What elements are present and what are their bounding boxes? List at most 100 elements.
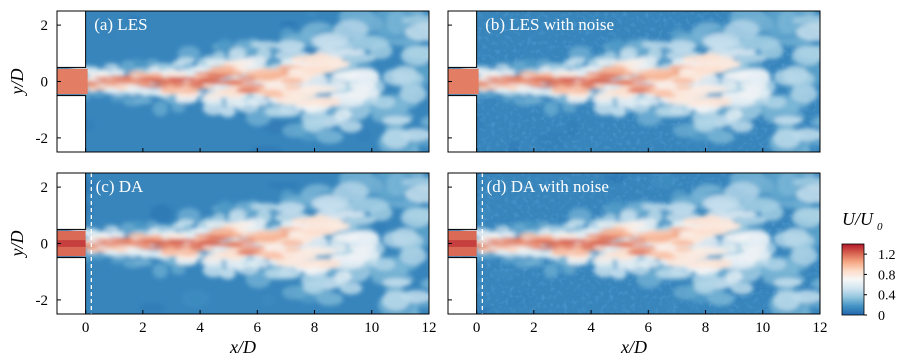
jet-eddy (335, 108, 352, 121)
jet-eddy (692, 86, 729, 94)
jet-eddy (500, 238, 518, 241)
jet-eddy (747, 69, 771, 86)
jet-eddy (562, 60, 576, 69)
velocity-field (57, 173, 429, 314)
jet-eddy (336, 210, 366, 218)
jet-eddy (611, 106, 627, 117)
jet-eddy (669, 65, 685, 69)
jet-eddy (773, 116, 803, 125)
jet-eddy (736, 53, 767, 63)
colorbar-tick-label: 1.2 (878, 248, 896, 263)
jet-eddy (345, 215, 376, 225)
jet-eddy (674, 247, 692, 253)
jet-eddy (356, 69, 380, 86)
jet-eddy (782, 65, 809, 85)
jet-eddy (194, 71, 223, 76)
jet-eddy (484, 77, 501, 80)
jet-eddy (165, 71, 187, 77)
jet-eddy (194, 233, 223, 238)
jet-eddy (630, 245, 657, 249)
jet-eddy (615, 261, 638, 270)
jet-eddy (246, 258, 269, 269)
jet-eddy (333, 20, 369, 40)
ambient-blotch (267, 181, 300, 190)
jet-eddy (562, 103, 577, 113)
jet-eddy (693, 280, 716, 294)
jet-eddy (611, 268, 627, 279)
jet-eddy (171, 103, 186, 113)
jet-eddy (593, 254, 616, 262)
jet-eddy (132, 244, 144, 247)
ambient-blotch (261, 294, 276, 306)
jet-eddy (301, 86, 338, 94)
inflow-core (57, 240, 86, 247)
jet-eddy (224, 261, 247, 270)
nozzle-wall-upper (448, 173, 478, 230)
jet-eddy (120, 60, 136, 72)
jet-eddy (333, 182, 369, 202)
jet-eddy (103, 85, 119, 87)
jet-eddy (580, 227, 597, 234)
jet-eddy (235, 88, 259, 93)
ambient-blotch (279, 20, 298, 29)
jet-eddy (562, 222, 576, 231)
jet-eddy (543, 101, 559, 117)
jet-plume (460, 11, 820, 152)
jet-eddy (372, 95, 396, 109)
jet-eddy (620, 59, 645, 66)
jet-eddy (165, 233, 187, 239)
jet-eddy (109, 238, 127, 241)
jet-eddy (634, 69, 663, 76)
jet-eddy (132, 82, 144, 85)
jet-eddy (529, 252, 551, 258)
jet-eddy (145, 85, 168, 88)
colorbar-tick-label: 0.8 (878, 268, 896, 283)
nozzle-wall-lower (448, 95, 478, 152)
jet-eddy (568, 251, 591, 256)
colorbar-title: U/U (842, 209, 874, 229)
jet-eddy (250, 203, 279, 211)
jet-eddy (607, 38, 626, 55)
jet-eddy (299, 228, 331, 234)
jet-eddy (168, 239, 197, 243)
jet-eddy (626, 88, 650, 93)
jet-eddy (149, 235, 162, 238)
jet-eddy (693, 118, 716, 132)
jet-eddy (239, 245, 266, 249)
jet-eddy (305, 58, 328, 68)
jet-eddy (570, 244, 595, 248)
jet-eddy (401, 15, 429, 26)
jet-exit (57, 68, 88, 95)
jet-eddy (518, 80, 534, 83)
jet-eddy (641, 203, 670, 211)
jet-eddy (744, 246, 763, 259)
panel-label: (d) DA with noise (487, 177, 609, 196)
jet-eddy (93, 81, 115, 84)
jet-eddy (404, 22, 429, 42)
jet-eddy (696, 220, 719, 230)
jet-eddy (634, 231, 663, 238)
jet-eddy (225, 80, 242, 84)
jet-eddy (494, 69, 517, 77)
jet-eddy (540, 235, 553, 238)
x-tick-label: 6 (254, 320, 262, 336)
jet-eddy (315, 38, 346, 49)
x-tick-label: 10 (755, 320, 770, 336)
jet-eddy (563, 84, 576, 88)
jet-eddy (103, 247, 119, 249)
jet-eddy (253, 240, 274, 244)
jet-eddy (501, 82, 523, 84)
jet-eddy (227, 245, 243, 248)
jet-eddy (149, 241, 167, 244)
jet-eddy (197, 79, 221, 84)
jet-eddy (641, 41, 670, 49)
colorbar-tick-label: 0.4 (878, 289, 896, 304)
jet-eddy (607, 200, 626, 217)
jet-eddy (665, 40, 696, 52)
jet-eddy (593, 92, 616, 100)
jet-eddy (601, 227, 628, 233)
jet-eddy (585, 233, 614, 238)
jet-eddy (500, 76, 518, 79)
jet-eddy (172, 84, 185, 88)
jet-eddy (543, 263, 559, 279)
